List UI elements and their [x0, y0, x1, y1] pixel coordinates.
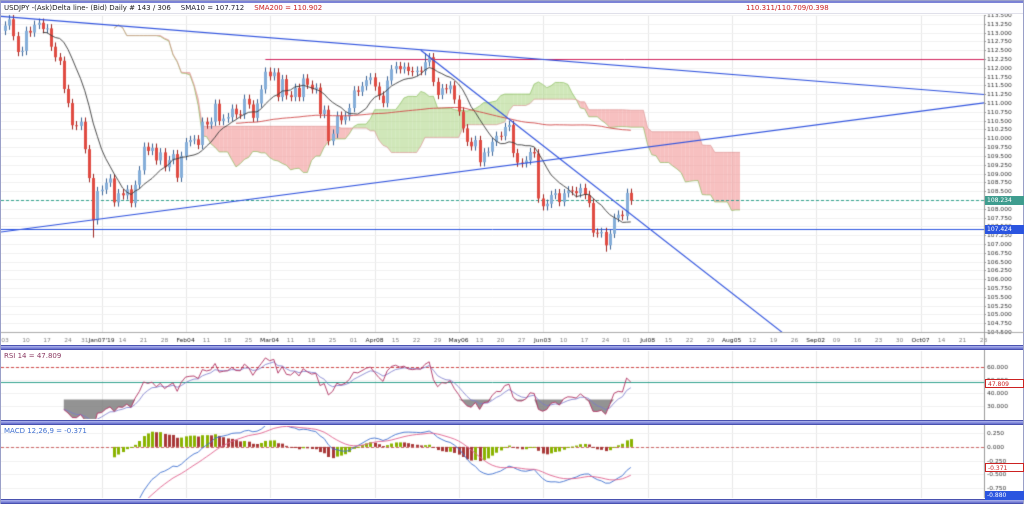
sma10-readout: SMA10 = 107.712 — [180, 4, 245, 12]
support-level-box: 107.424 — [985, 225, 1024, 234]
panel-splitter-1[interactable] — [1, 345, 1023, 350]
panel-splitter-2[interactable] — [1, 420, 1023, 425]
chart-titlebar: USDJPY -(Ask)Delta line- (Bid) Daily # 1… — [1, 1, 1023, 14]
symbol-title: USDJPY -(Ask)Delta line- (Bid) Daily # 1… — [4, 4, 171, 12]
macd-value-box: -0.371 — [985, 463, 1024, 472]
last-price-box: 108.234 — [985, 196, 1024, 205]
bid-ask-spread-stat: 110.311/110.709/0.398 — [746, 4, 829, 12]
macd-study-label: MACD 12,26,9 = -0.371 — [4, 427, 87, 435]
macd-low-value-box: -0.880 — [985, 491, 1024, 500]
sma200-readout: SMA200 = 110.902 — [254, 4, 323, 12]
rsi-study-label: RSI 14 = 47.809 — [4, 352, 62, 360]
rsi-value-box: 47.809 — [985, 379, 1024, 388]
panel-splitter-3[interactable] — [1, 499, 1023, 504]
